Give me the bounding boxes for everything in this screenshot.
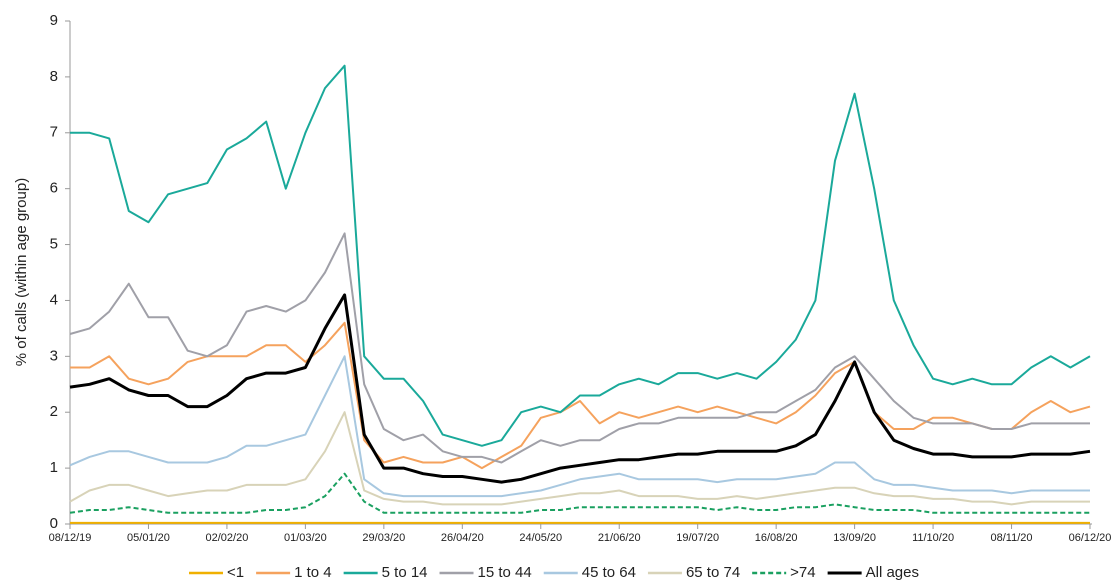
y-tick-label: 2 [50,403,58,420]
x-tick-label: 29/03/20 [362,532,405,544]
y-tick-label: 3 [50,347,58,364]
series-line [69,293,1091,484]
legend-label: 1 to 4 [294,564,332,581]
x-tick-label: 08/12/19 [49,532,92,544]
x-tick-label: 02/02/20 [206,532,249,544]
y-tick-label: 0 [50,515,58,532]
y-tick-label: 4 [50,291,58,308]
x-tick-label: 08/11/20 [991,532,1033,544]
y-tick-label: 9 [50,12,58,29]
legend-label: >74 [790,564,815,581]
x-tick-label: 11/10/20 [912,532,954,544]
legend-label: <1 [227,564,244,581]
series-line [70,321,1091,470]
series-line [69,472,1090,514]
series-line [69,355,1090,498]
x-tick-label: 21/06/20 [598,532,641,544]
legend-label: 65 to 74 [686,564,740,581]
x-tick-label: 06/12/20 [1069,532,1112,544]
legend-label: 45 to 64 [582,564,636,581]
series-line [69,232,1090,464]
x-tick-label: 13/09/20 [833,532,876,544]
x-tick-label: 24/05/20 [519,532,562,544]
y-tick-label: 5 [50,236,58,253]
y-tick-label: 7 [50,124,58,141]
x-tick-label: 05/01/20 [127,532,170,544]
series-line [69,411,1090,506]
x-tick-label: 26/04/20 [441,532,484,544]
legend-label: All ages [866,564,919,581]
legend-label: 15 to 44 [478,564,532,581]
series-line [70,64,1091,447]
x-tick-label: 16/08/20 [755,532,798,544]
x-tick-label: 19/07/20 [676,532,719,544]
y-tick-label: 8 [50,68,58,85]
legend-label: 5 to 14 [382,564,428,581]
y-tick-label: 6 [50,180,58,197]
y-tick-label: 1 [50,459,58,476]
x-tick-label: 01/03/20 [284,532,327,544]
y-axis-label: % of calls (within age group) [13,178,30,366]
